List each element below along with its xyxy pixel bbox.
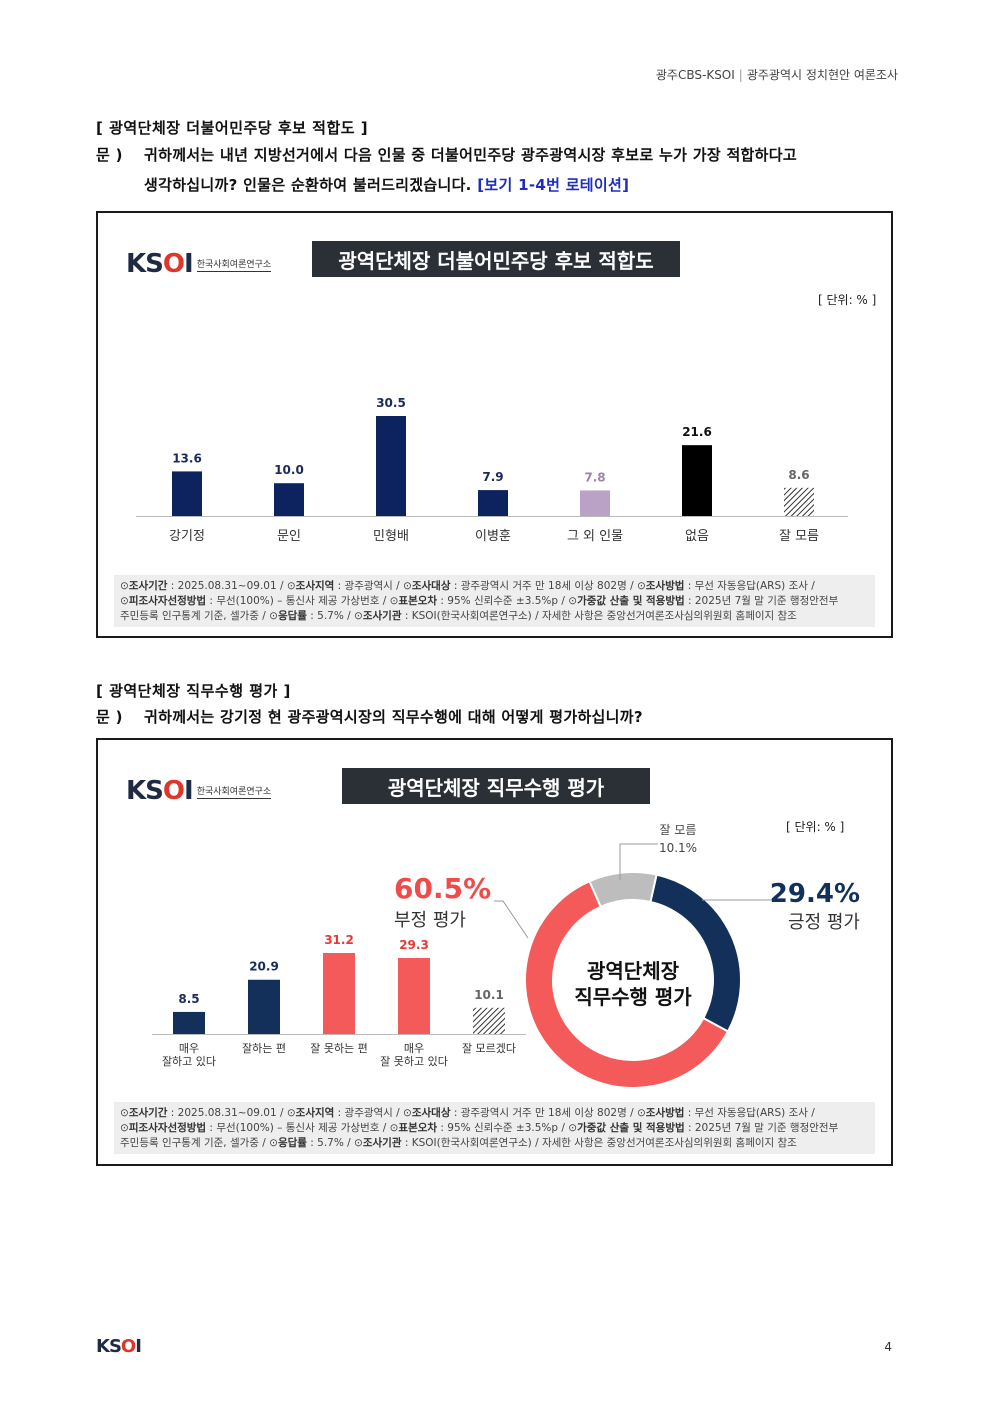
category-label: 잘 모름: [779, 529, 819, 544]
bar-3: [323, 953, 355, 1034]
donut-center-line2: 직무수행 평가: [574, 985, 692, 1009]
ksoi-logo-mark: KSOI: [126, 249, 194, 279]
chart1-unit: [ 단위: % ]: [818, 293, 877, 307]
page-footer-logo: KSOI: [96, 1336, 142, 1357]
ksoi-logo-text: 한국사회여론연구소: [196, 784, 272, 799]
category-label: 매우: [179, 1042, 199, 1055]
bar-value-label: 31.2: [324, 933, 354, 947]
category-label: 문인: [277, 529, 301, 544]
bar-value-label: 13.6: [172, 451, 202, 465]
chart2-title: 광역단체장 직무수행 평가: [342, 768, 650, 804]
ksoi-logo: KSOI 한국사회여론연구소: [126, 776, 272, 806]
header-left: 광주CBS-KSOI: [655, 68, 735, 82]
ksoi-logo-mark: KSOI: [126, 776, 194, 806]
category-label: 잘하는 편: [242, 1041, 286, 1055]
footer-line2: ⊙피조사자선정방법 : 무선(100%) – 통신사 제공 가상번호 / ⊙표본…: [120, 1122, 839, 1134]
ksoi-logo-text: 한국사회여론연구소: [196, 257, 272, 272]
unknown-label: 잘 모름: [660, 823, 697, 837]
footer-line3: 주민등록 인구통계 기준, 셀가중 / ⊙응답률 : 5.7% / ⊙조사기관 …: [120, 1137, 797, 1149]
bar-value-label: 29.3: [399, 938, 429, 952]
section2-question-line1: 문 ) 귀하께서는 강기정 현 광주광역시장의 직무수행에 대해 어떻게 평가하십…: [96, 706, 643, 727]
ksoi-logo: KSOI 한국사회여론연구소: [126, 249, 272, 279]
chart2-footer: ⊙조사기간 : 2025.08.31~09.01 / ⊙조사지역 : 광주광역시…: [114, 1102, 875, 1154]
question-label: 문 ): [96, 146, 123, 164]
category-label: 잘 못하고 있다: [380, 1054, 448, 1068]
bar-value-label: 20.9: [249, 960, 279, 974]
bar-4: [478, 490, 508, 516]
bar-value-label: 7.8: [584, 470, 605, 484]
bar-value-label: 7.9: [482, 470, 503, 484]
category-label: 그 외 인물: [567, 529, 623, 544]
header-right: 광주광역시 정치현안 여론조사: [746, 68, 898, 82]
bar-value-label: 10.1: [474, 988, 504, 1002]
bar-value-label: 8.5: [178, 992, 199, 1006]
unknown-percent: 10.1%: [659, 841, 697, 855]
donut-center-line1: 광역단체장: [587, 959, 680, 983]
bar-1: [172, 471, 202, 516]
category-label: 잘 못하는 편: [310, 1041, 368, 1055]
footer-line2: ⊙피조사자선정방법 : 무선(100%) – 통신사 제공 가상번호 / ⊙표본…: [120, 595, 839, 607]
donut-segment-unknown: [588, 871, 658, 909]
bar-2: [274, 483, 304, 516]
chart2-unit: [ 단위: % ]: [786, 820, 845, 834]
bar-value-label: 10.0: [274, 463, 304, 477]
category-label: 매우: [404, 1042, 424, 1055]
chart1-footer: ⊙조사기간 : 2025.08.31~09.01 / ⊙조사지역 : 광주광역시…: [114, 575, 875, 627]
bar-value-label: 8.6: [788, 468, 809, 482]
page-number: 4: [884, 1340, 892, 1354]
bar-5: [473, 1007, 505, 1034]
positive-percent: 29.4%: [770, 879, 860, 909]
bar-value-label: 21.6: [682, 425, 712, 439]
bar-7: [784, 487, 814, 516]
category-label: 없음: [685, 529, 709, 544]
section2-title: [ 광역단체장 직무수행 평가 ]: [96, 682, 291, 700]
question-text: 귀하께서는 강기정 현 광주광역시장의 직무수행에 대해 어떻게 평가하십니까?: [144, 708, 643, 726]
rotation-hint: [보기 1-4번 로테이션]: [477, 176, 630, 194]
bar-5: [580, 490, 610, 516]
negative-leader-line: [494, 900, 529, 939]
bar-4: [398, 957, 430, 1034]
positive-label: 긍정 평가: [788, 912, 860, 933]
bar-value-label: 30.5: [376, 396, 406, 410]
header-separator: |: [738, 68, 743, 82]
page-header: 광주CBS-KSOI | 광주광역시 정치현안 여론조사: [656, 66, 898, 83]
category-label: 잘 모르겠다: [462, 1042, 516, 1055]
negative-label: 부정 평가: [394, 910, 466, 931]
bar-2: [248, 979, 280, 1034]
question-text: 귀하께서는 내년 지방선거에서 다음 인물 중 더불어민주당 광주광역시장 후보…: [144, 146, 797, 164]
bar-6: [682, 445, 712, 516]
question-label: 문 ): [96, 708, 123, 726]
question-text-2: 생각하십니까? 인물은 순환하여 불러드리겠습니다.: [144, 176, 472, 194]
unknown-leader-line: [619, 843, 658, 880]
chart2-panel: KSOI 한국사회여론연구소 광역단체장 직무수행 평가 [ 단위: % ] 8…: [96, 738, 893, 1166]
category-label: 잘하고 있다: [162, 1054, 216, 1068]
bar-1: [173, 1011, 205, 1034]
negative-percent: 60.5%: [394, 872, 491, 905]
chart1-title: 광역단체장 더불어민주당 후보 적합도: [312, 241, 680, 277]
section1-question-line2: 생각하십니까? 인물은 순환하여 불러드리겠습니다. [보기 1-4번 로테이션…: [96, 174, 629, 195]
footer-line1: ⊙조사기간 : 2025.08.31~09.01 / ⊙조사지역 : 광주광역시…: [120, 1107, 815, 1119]
chart1-plot: 13.6 강기정 10.0 문인 30.5 민형배 7.9 이병훈 7.8 그 외 인물 21.6 없…: [136, 396, 848, 544]
section1-question-line1: 문 ) 귀하께서는 내년 지방선거에서 다음 인물 중 더불어민주당 광주광역시장…: [96, 144, 797, 165]
category-label: 이병훈: [475, 529, 511, 544]
category-label: 민형배: [373, 529, 409, 544]
category-label: 강기정: [169, 529, 205, 544]
footer-line3: 주민등록 인구통계 기준, 셀가중 / ⊙응답률 : 5.7% / ⊙조사기관 …: [120, 610, 797, 622]
chart1-panel: KSOI 한국사회여론연구소 광역단체장 더불어민주당 후보 적합도 [ 단위:…: [96, 211, 893, 638]
footer-line1: ⊙조사기간 : 2025.08.31~09.01 / ⊙조사지역 : 광주광역시…: [120, 580, 815, 592]
donut-segment-negative: [524, 879, 730, 1089]
bar-3: [376, 416, 406, 516]
section1-title: [ 광역단체장 더불어민주당 후보 적합도 ]: [96, 119, 369, 137]
